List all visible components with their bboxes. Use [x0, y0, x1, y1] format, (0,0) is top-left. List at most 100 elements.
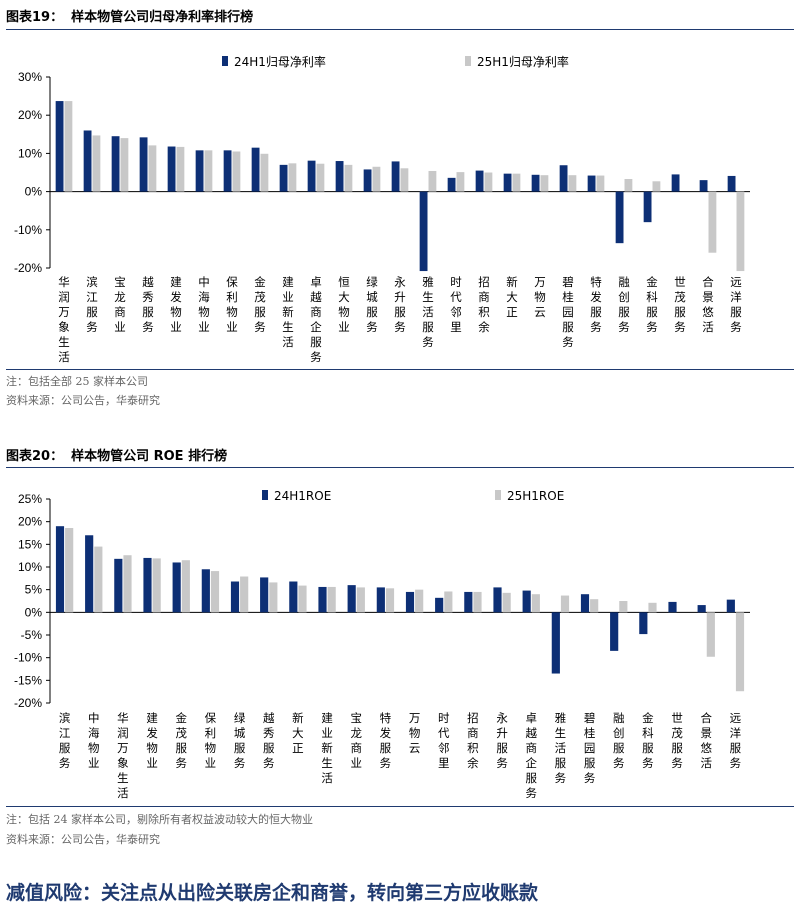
chart2-x-label: 务	[526, 786, 538, 800]
chart1-x-label: 务	[310, 350, 322, 364]
chart2-legend-swatch	[495, 490, 501, 500]
chart1-x-label: 大	[506, 290, 518, 304]
chart1-x-label: 务	[618, 320, 630, 334]
chart2-y-tick-label: 5%	[25, 583, 43, 597]
chart1-x-label: 活	[702, 320, 714, 334]
chart2-x-label: 服	[380, 741, 392, 755]
chart2-note: 注：包括 24 家样本公司，剔除所有者权益波动较大的恒大物业	[6, 813, 313, 826]
chart1-x-label: 务	[730, 320, 742, 334]
chart2-x-label: 金	[642, 711, 654, 725]
chart1-x-label: 业	[198, 320, 210, 334]
chart2-bar-s2	[648, 602, 657, 613]
chart2-x-label: 业	[351, 756, 363, 770]
chart2-x-label: 中	[88, 711, 100, 725]
chart1-note: 注：包括全部 25 家样本公司	[6, 375, 148, 388]
chart2-foot-rule	[6, 806, 794, 807]
chart2-bar-s1	[143, 557, 152, 613]
chart2-x-label: 务	[584, 771, 596, 785]
chart1-x-label: 服	[366, 305, 378, 319]
chart2-bar-s2	[531, 594, 540, 613]
chart2-x-label: 正	[292, 741, 304, 755]
chart2-x-label: 服	[176, 741, 188, 755]
chart1-x-label: 升	[394, 290, 406, 304]
chart1-x-label: 发	[590, 290, 602, 304]
chart1-bar-s1	[587, 175, 596, 192]
chart2-bar-s1	[580, 594, 590, 613]
chart2-bar-s2	[65, 528, 74, 613]
chart2-y-tick-label: 10%	[18, 560, 42, 574]
chart2-x-label: 发	[146, 726, 158, 740]
chart1-y-tick-label: 30%	[18, 70, 42, 84]
chart1-bar-s2	[624, 178, 633, 192]
chart2-x-label: 商	[467, 726, 479, 740]
chart2-x-label: 滨	[59, 711, 71, 725]
chart1-x-label: 务	[394, 320, 406, 334]
chart1-x-label: 建	[170, 275, 182, 289]
chart1-x-label: 务	[142, 320, 154, 334]
chart1-x-label: 业	[338, 320, 350, 334]
chart1-x-label: 积	[478, 305, 490, 319]
chart2-x-label: 特	[380, 711, 392, 725]
chart1-x-label: 永	[394, 275, 406, 289]
chart1-bar-s2	[204, 150, 213, 192]
chart1-x-label: 特	[590, 275, 602, 289]
chart2-x-label: 务	[642, 756, 654, 770]
chart1-x-label: 服	[86, 305, 98, 319]
chart1-y-tick-label: 0%	[25, 185, 43, 199]
chart1-bar-s1	[531, 174, 540, 192]
chart1-x-label: 服	[730, 305, 742, 319]
chart2-bar-s1	[347, 585, 356, 613]
chart1-x-label: 悠	[702, 305, 714, 319]
chart2-x-label: 服	[730, 741, 742, 755]
chart2-y-tick-label: 0%	[25, 605, 43, 619]
chart2-x-label: 活	[555, 741, 567, 755]
chart2-x-label: 生	[117, 771, 129, 785]
chart1-bar-s2	[652, 181, 661, 192]
chart2-x-label: 务	[496, 756, 508, 770]
chart2-x-label: 秀	[263, 726, 275, 740]
chart2-x-label: 务	[613, 756, 625, 770]
chart2-bar-s1	[55, 526, 65, 613]
chart2-bar-s1	[230, 581, 240, 613]
chart2-bar-s2	[152, 558, 161, 613]
chart1-x-label: 卓	[310, 275, 322, 289]
chart1-x-label: 务	[646, 320, 658, 334]
chart1-x-label: 发	[170, 290, 182, 304]
chart2-x-label: 保	[205, 711, 217, 725]
chart2-x-label: 务	[234, 756, 246, 770]
chart2-x-label: 宝	[351, 711, 363, 725]
chart2-x-label: 活	[701, 756, 713, 770]
chart1-bar-s1	[307, 160, 316, 192]
chart1-x-label: 茂	[674, 290, 686, 304]
chart1-x-label: 服	[254, 305, 266, 319]
chart1-bar-s2	[372, 166, 381, 192]
chart1-x-label: 洋	[730, 290, 742, 304]
chart2-x-label: 世	[671, 711, 683, 725]
chart1-x-label: 务	[562, 335, 574, 349]
chart1-svg: -20%-10%0%10%20%30%华润万象生活滨江服务宝龙商业越秀服务建发物…	[14, 54, 750, 364]
chart2-x-label: 利	[205, 726, 217, 740]
chart1-x-label: 业	[114, 320, 126, 334]
chart2-x-label: 发	[380, 726, 392, 740]
chart2-x-label: 万	[409, 711, 421, 725]
chart1-legend-swatch	[222, 56, 228, 66]
chart2-x-label: 华	[117, 711, 129, 725]
chart2-x-label: 务	[671, 756, 683, 770]
chart2-x-label: 创	[613, 726, 625, 740]
chart1-x-label: 金	[646, 275, 658, 289]
chart2-bar-s1	[668, 601, 677, 613]
chart1-x-label: 活	[422, 305, 434, 319]
chart2-x-label: 服	[613, 741, 625, 755]
chart1-x-label: 建	[282, 275, 294, 289]
chart1-y-tick-label: 10%	[18, 146, 42, 160]
chart2-x-label: 云	[409, 741, 421, 755]
chart1-bar-s2	[456, 172, 465, 192]
chart2-x-label: 业	[321, 726, 333, 740]
chart1-bar-s1	[111, 136, 120, 192]
chart2-x-label: 服	[496, 741, 508, 755]
chart1-bar-s2	[232, 151, 241, 192]
chart2-x-label: 越	[526, 726, 538, 740]
chart2-x-label: 万	[117, 741, 129, 755]
chart1-bar-s1	[559, 165, 568, 192]
chart1-x-label: 恒	[338, 275, 350, 289]
